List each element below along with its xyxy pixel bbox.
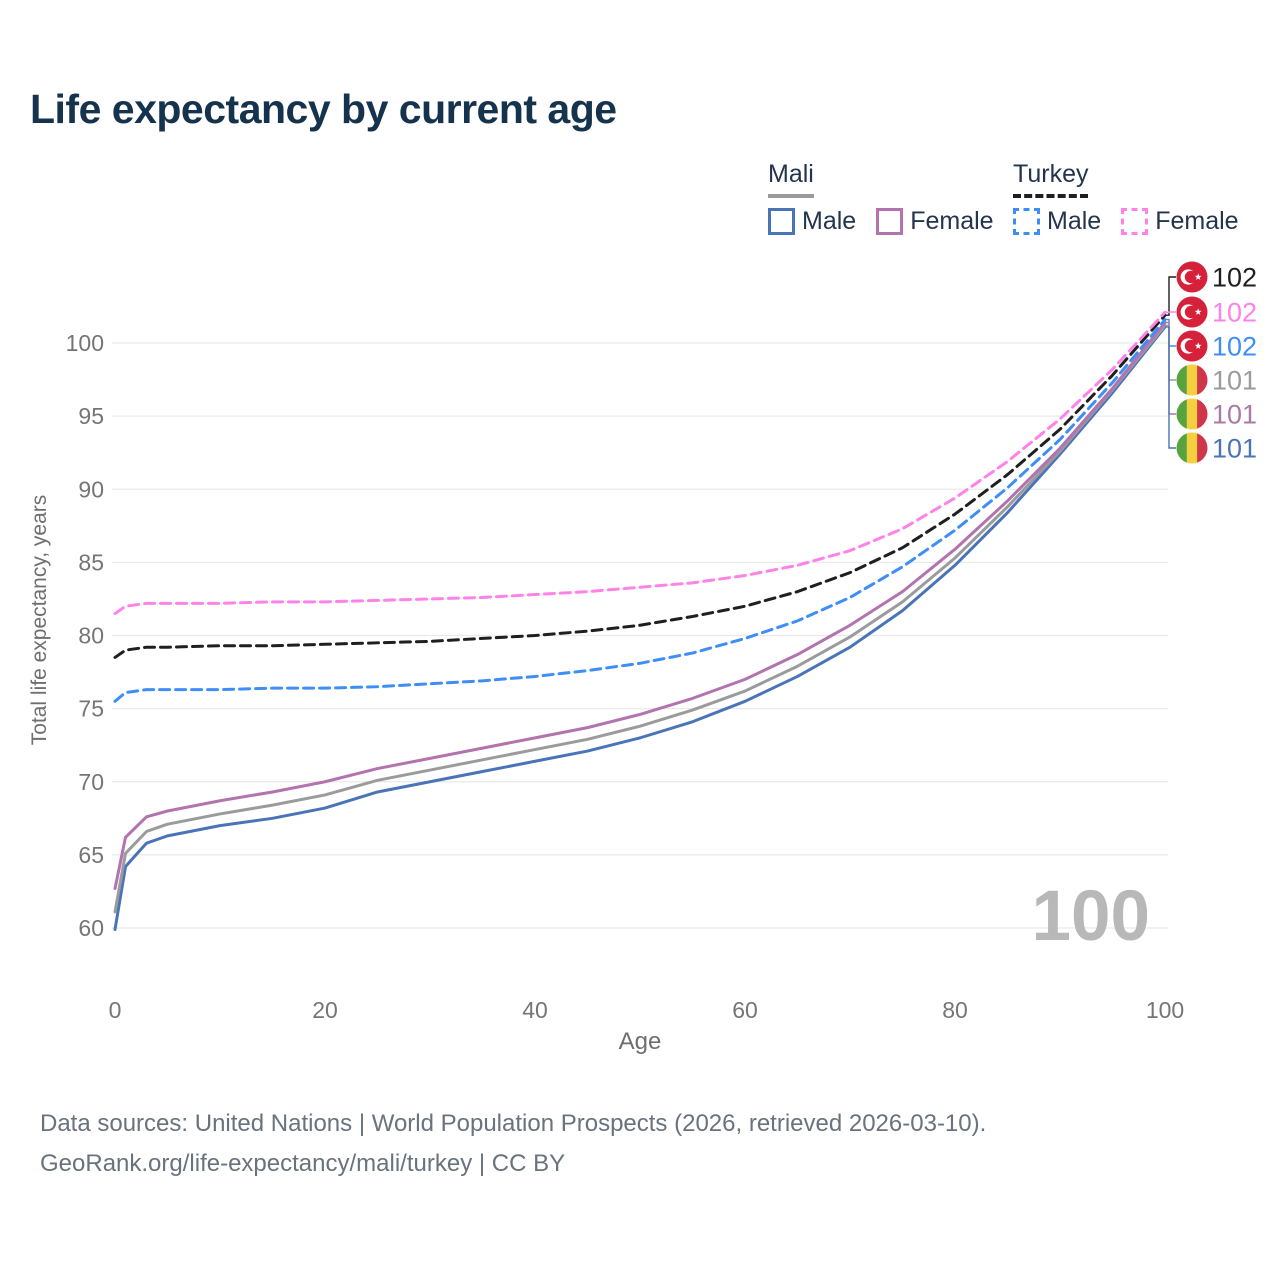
footer-attribution: GeoRank.org/life-expectancy/mali/turkey … [40, 1150, 566, 1177]
y-tick-label: 90 [78, 476, 104, 502]
y-tick-label: 60 [78, 915, 104, 941]
legend-item-label: Male [1047, 207, 1102, 235]
legend-group-turkey: Turkey Male Female [1013, 160, 1239, 236]
series-turkey_male-line[interactable] [113, 318, 1167, 703]
end-label-leader-line [1165, 326, 1176, 449]
mali-flag-icon [1176, 364, 1208, 396]
y-tick-label: 85 [78, 549, 104, 575]
y-tick-label: 95 [78, 403, 104, 429]
legend-country-turkey[interactable]: Turkey [1013, 160, 1089, 198]
end-label-leader-line [1165, 321, 1176, 415]
x-tick-label: 40 [522, 997, 548, 1023]
legend-item-label: Male [802, 207, 857, 235]
turkey-flag-icon [1176, 296, 1208, 328]
series-turkey_both-line[interactable] [113, 313, 1167, 659]
end-label-leader-line [1165, 318, 1176, 347]
end-label-value-turkey_female: 102 [1212, 298, 1257, 328]
legend-swatch-icon [1121, 208, 1149, 235]
x-tick-label: 20 [312, 997, 338, 1023]
legend-group-mali: Mali Male Female [768, 160, 994, 236]
mali-flag-icon [1176, 432, 1208, 464]
end-label-leader-line [1165, 276, 1176, 316]
y-tick-label: 75 [78, 696, 104, 722]
x-tick-label: 0 [109, 997, 122, 1023]
legend-item-mali-female[interactable]: Female [876, 207, 994, 236]
page-title: Life expectancy by current age [30, 86, 617, 132]
end-label-leader-line [1165, 324, 1176, 381]
end-label-value-turkey_both: 102 [1212, 263, 1257, 293]
y-tick-label: 65 [78, 842, 104, 868]
end-label-value-mali_female: 101 [1212, 400, 1257, 430]
legend-country-mali[interactable]: Mali [768, 160, 814, 198]
x-tick-label: 60 [732, 997, 758, 1023]
series-mali_male-line[interactable] [113, 325, 1167, 931]
legend-item-turkey-female[interactable]: Female [1121, 207, 1239, 236]
end-label-value-mali_male: 101 [1212, 434, 1257, 464]
legend-item-mali-male[interactable]: Male [768, 207, 856, 236]
x-tick-label: 100 [1146, 997, 1184, 1023]
legend-swatch-icon [768, 208, 795, 235]
end-label-value-turkey_male: 102 [1212, 332, 1257, 362]
turkey-flag-icon [1176, 261, 1208, 293]
y-axis-title: Total life expectancy, years [28, 495, 51, 746]
x-axis-title: Age [619, 1028, 662, 1055]
x-tick-label: 80 [942, 997, 968, 1023]
legend-swatch-icon [1013, 208, 1040, 235]
footer: Data sources: United Nations | World Pop… [40, 1104, 986, 1184]
turkey-flag-icon [1176, 330, 1208, 362]
series-turkey_female-line[interactable] [113, 310, 1167, 616]
y-tick-label: 70 [78, 769, 104, 795]
legend-item-turkey-male[interactable]: Male [1013, 207, 1101, 236]
legend-swatch-icon [876, 208, 904, 235]
series-mali_female-line[interactable] [113, 321, 1167, 891]
footer-data-sources: Data sources: United Nations | World Pop… [40, 1110, 987, 1137]
legend-item-label: Female [1155, 207, 1239, 235]
series-mali_both-line[interactable] [113, 323, 1167, 914]
y-tick-label: 80 [78, 623, 104, 649]
end-label-value-mali_both: 101 [1212, 366, 1257, 396]
legend-item-label: Female [910, 207, 994, 235]
y-tick-label: 100 [66, 330, 104, 356]
mali-flag-icon [1176, 398, 1208, 430]
